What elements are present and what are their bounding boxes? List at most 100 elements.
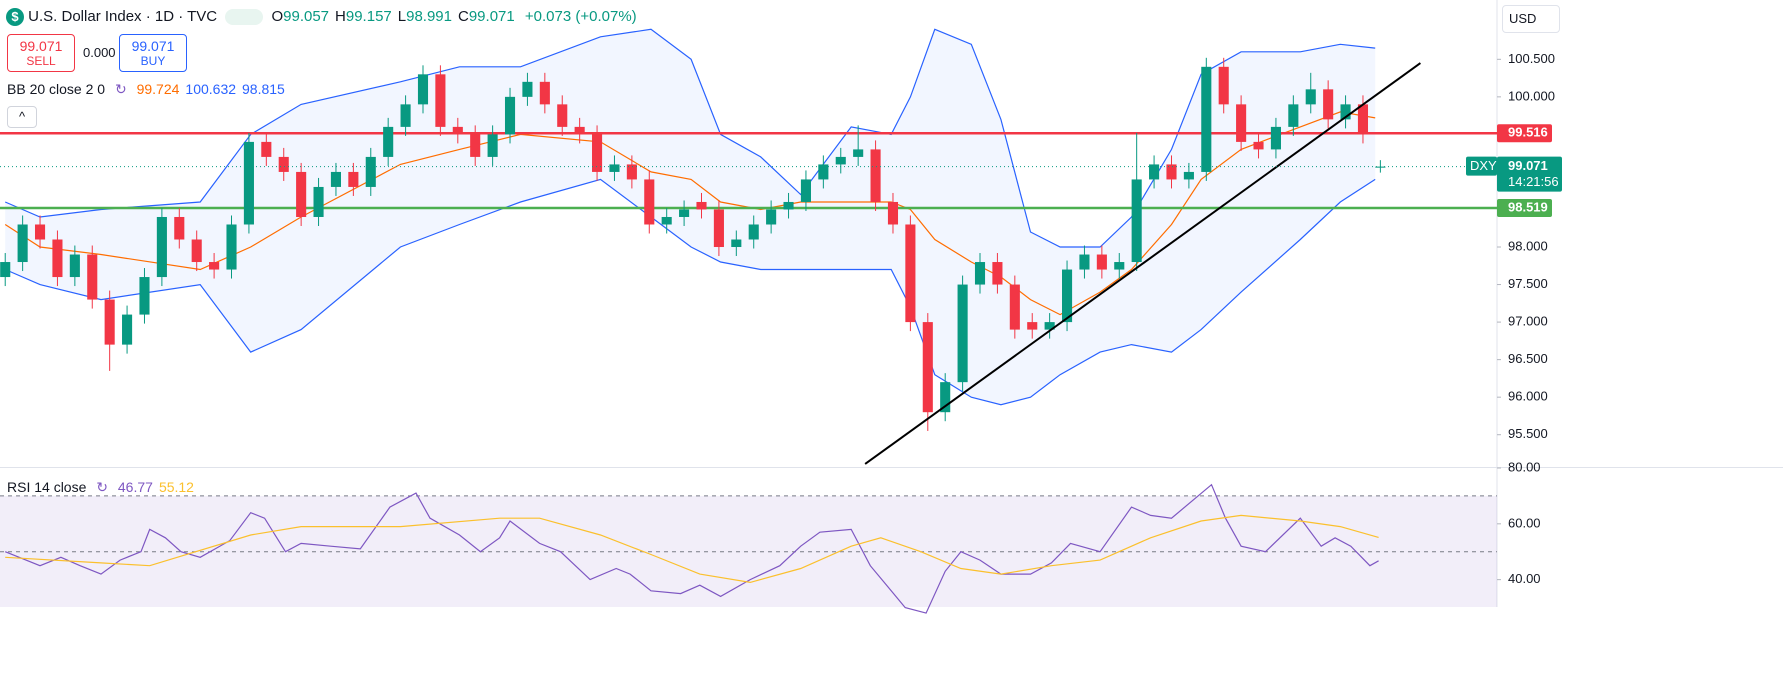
rsi-line [5, 514, 1379, 584]
candle-body [1218, 66, 1229, 105]
rsi-value: 55.12 [158, 479, 194, 495]
last-price-label: 99.071 [1508, 158, 1548, 173]
candle-body [1288, 104, 1299, 127]
candle-body [261, 141, 272, 157]
candle-body [1114, 262, 1125, 270]
level-tag [1497, 199, 1552, 218]
candle-body [679, 209, 690, 217]
trendline [864, 62, 1421, 465]
buy-price: 99.071 [131, 38, 175, 54]
candle-body [905, 224, 916, 323]
candle-body [1061, 269, 1073, 323]
candle-body [452, 126, 463, 135]
candle-body [1236, 104, 1247, 142]
candle-body [853, 149, 864, 157]
sell-price: 99.071 [19, 38, 63, 54]
ohlc-key: O [271, 8, 284, 25]
candle-body [887, 201, 899, 225]
candle-body [783, 201, 794, 210]
candle-body [1096, 254, 1107, 270]
candle-body [1270, 126, 1281, 150]
symbol-label: DXY [1470, 158, 1497, 173]
candle-body [835, 156, 846, 165]
y-tick-label: 98.000 [1508, 238, 1548, 253]
level-label: 99.516 [1508, 125, 1548, 140]
candle-body [974, 262, 986, 285]
candle-body [470, 134, 481, 157]
candle-body [1201, 66, 1212, 172]
candle-body [748, 224, 759, 240]
candle-body [644, 179, 655, 225]
ohlc-value: 99.157 [345, 8, 392, 25]
bb-value: 99.724 [136, 81, 180, 97]
spread: 0.000 [83, 45, 116, 60]
candle-body [609, 164, 620, 172]
candle-body [104, 299, 115, 345]
candle-body [313, 186, 324, 217]
last-price-tag [1497, 156, 1562, 192]
bb-values: 99.724 100.632 98.815 [137, 81, 291, 97]
candle-body [0, 262, 11, 278]
level-tag [1497, 124, 1552, 143]
candle-body [1027, 322, 1038, 330]
candle-body [1340, 104, 1351, 120]
rsi-values: 46.77 55.12 [118, 479, 200, 495]
candle-body [34, 224, 46, 240]
candle-body [1044, 322, 1055, 330]
bb-value: 98.815 [242, 81, 285, 97]
candle-body [69, 254, 80, 278]
y-tick-label: 97.000 [1508, 314, 1548, 329]
currency-select[interactable]: USD [1502, 5, 1560, 33]
symbol-header: $ U.S. Dollar Index · 1D · TVC O99.057 H9… [6, 8, 637, 26]
candle-body [348, 171, 359, 187]
candle-body [1357, 104, 1369, 135]
rsi-legend: RSI 14 close ↻ 46.77 55.12 [7, 479, 200, 496]
countdown-label: 14:21:56 [1508, 174, 1559, 189]
collapse-button[interactable]: ^ [7, 106, 37, 128]
candle-body [487, 134, 498, 157]
candle-body [992, 262, 1003, 285]
symbol-title[interactable]: U.S. Dollar Index · 1D · TVC [28, 8, 218, 25]
candle-body [52, 239, 63, 278]
rsi-value: 46.77 [117, 479, 153, 495]
candle-body [17, 224, 28, 263]
candle-body [174, 216, 185, 240]
y-tick-label: 100.000 [1508, 88, 1555, 103]
candle-body [191, 239, 202, 263]
candle-body [539, 81, 550, 105]
ohlc-value: 99.057 [283, 8, 330, 25]
ohlc-values: O99.057 H99.157 L98.991 C99.071 [271, 8, 520, 25]
candle-body [766, 209, 777, 225]
candle-body [661, 216, 672, 225]
candle-body [957, 284, 968, 383]
bb-fill [5, 29, 1376, 405]
y-tick-label: 40.00 [1508, 571, 1541, 586]
level-label: 98.519 [1508, 199, 1548, 214]
candle-body [731, 239, 742, 248]
candle-body [1131, 179, 1142, 263]
buy-button[interactable]: 99.071 BUY [119, 34, 187, 72]
candle-body [209, 262, 220, 270]
ohlc-value: 98.991 [406, 8, 452, 25]
candle-body [226, 224, 237, 270]
candle-body [383, 126, 394, 157]
candle-body [1009, 284, 1020, 330]
candle-body [1305, 89, 1316, 105]
bb-label: BB 20 close 2 0 [7, 81, 106, 97]
candle-body [1183, 171, 1194, 180]
candle-body [522, 81, 533, 97]
symbol-icon: $ [6, 8, 24, 26]
y-tick-label: 96.000 [1508, 389, 1548, 404]
candle-body [435, 74, 446, 127]
status-pill[interactable] [225, 9, 264, 26]
candle-body [626, 164, 637, 180]
change: +0.073 (+0.07%) [524, 8, 637, 25]
ohlc-value: 99.071 [468, 8, 515, 25]
y-tick-label: 95.500 [1508, 426, 1548, 441]
candle-body [278, 156, 289, 172]
sell-button[interactable]: 99.071 SELL [7, 34, 75, 72]
y-tick-label: 96.500 [1508, 351, 1548, 366]
